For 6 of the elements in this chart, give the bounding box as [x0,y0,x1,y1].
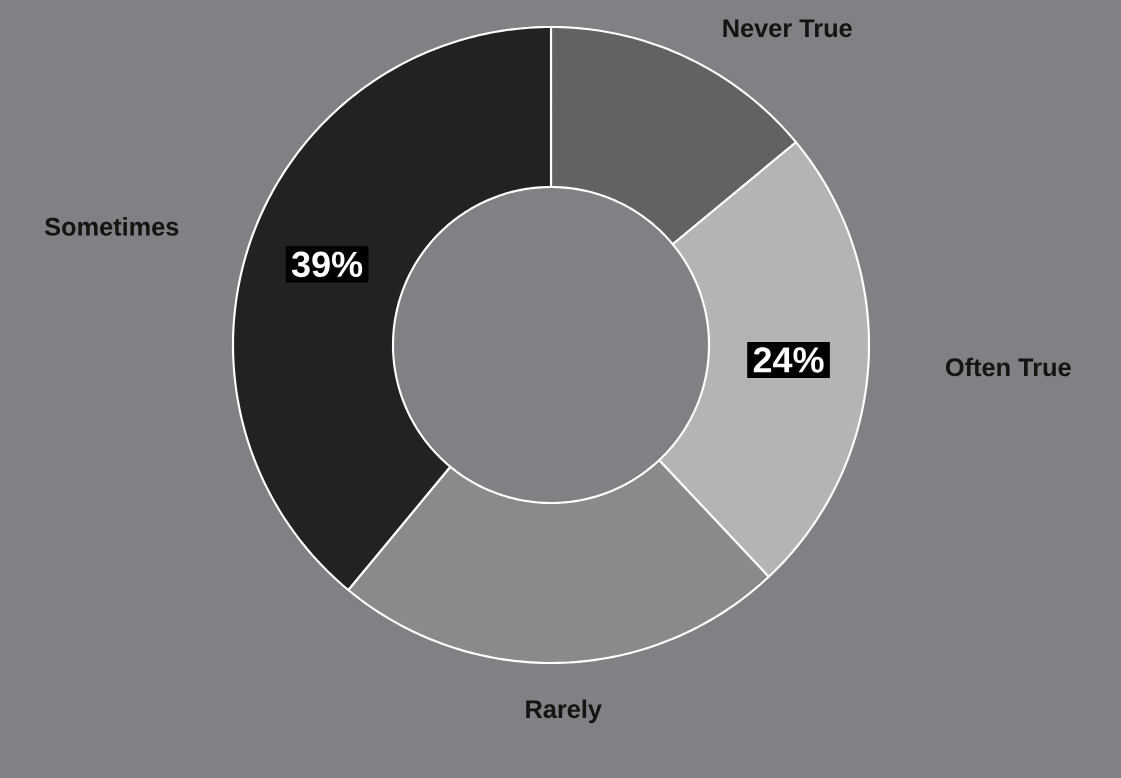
data-label: 24% [753,347,824,373]
slice-label: Often True [945,357,1071,377]
data-label: 39% [291,251,363,278]
slice-label: Never True [723,19,852,38]
slice-label: Sometimes [44,217,179,236]
slice-label: Rarely [526,699,602,724]
